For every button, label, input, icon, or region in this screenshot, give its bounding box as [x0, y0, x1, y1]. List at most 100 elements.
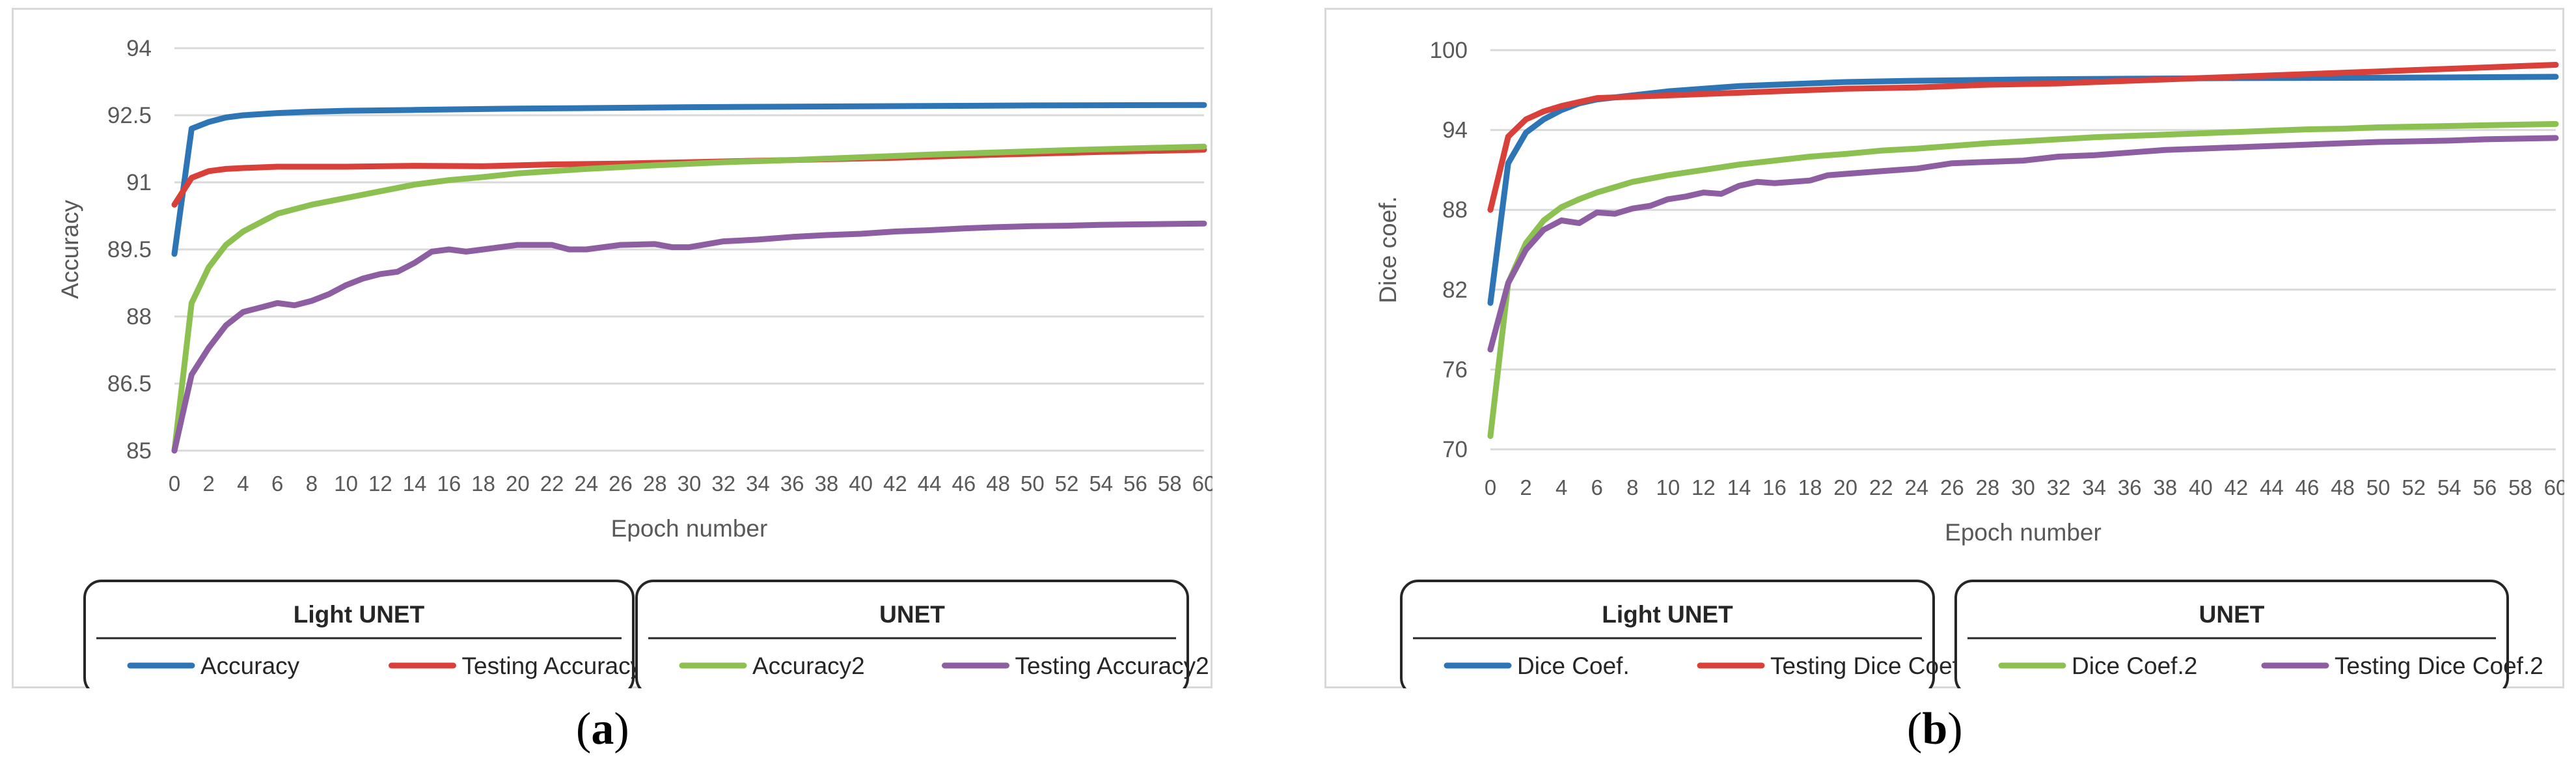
chart-b-xtick-label: 38: [2153, 475, 2177, 499]
chart-b-xtick-label: 14: [1727, 475, 1751, 499]
chart-a-legend-box-2: [635, 580, 1189, 688]
chart-b-xtick-label: 52: [2402, 475, 2426, 499]
chart-b-xtick-label: 8: [1626, 475, 1638, 499]
chart-b-xtick-label: 0: [1485, 475, 1496, 499]
chart-a-xtick-label: 28: [643, 471, 667, 496]
chart-a-xtick-label: 34: [746, 471, 770, 496]
chart-b-xtick-label: 6: [1591, 475, 1603, 499]
chart-b-legend-entry: Dice Coef.2: [2072, 653, 2197, 679]
chart-a-xtick-label: 20: [506, 471, 530, 496]
chart-b-xtick-label: 30: [2011, 475, 2035, 499]
chart-a-ytick-label: 92.5: [107, 103, 152, 128]
chart-b-xtick-label: 16: [1762, 475, 1787, 499]
chart-a-xtick-label: 48: [986, 471, 1010, 496]
chart-b-ytick-label: 82: [1442, 277, 1468, 303]
chart-b-xtick-label: 24: [1904, 475, 1928, 499]
chart-a-xtick-label: 10: [334, 471, 358, 496]
panel-a-label-letter: a: [591, 704, 614, 754]
chart-a-xtick-label: 38: [815, 471, 839, 496]
panel-b-label: (b): [1907, 703, 1963, 755]
chart-a-xtick-label: 26: [609, 471, 633, 496]
chart-a-xtick-label: 54: [1089, 471, 1113, 496]
chart-b-legend-box-2: [1954, 580, 2509, 688]
chart-a-xtick-label: 44: [918, 471, 942, 496]
chart-a-legend-title-1: Light UNET: [294, 601, 425, 628]
chart-b-xtick-label: 48: [2331, 475, 2355, 499]
chart-b-legend-title-1: Light UNET: [1602, 601, 1733, 628]
chart-b-ytick-label: 88: [1442, 197, 1468, 223]
chart-a-xtick-label: 30: [678, 471, 702, 496]
chart-b-xtick-label: 60: [2544, 475, 2564, 499]
panel-a-label-open: (: [576, 704, 592, 754]
chart-a-xtick-label: 52: [1055, 471, 1079, 496]
chart-b-xtick-label: 12: [1692, 475, 1716, 499]
chart-b-xlabel: Epoch number: [1945, 519, 2102, 546]
chart-a-legend-title-2: UNET: [879, 601, 945, 628]
chart-a-xtick-label: 18: [471, 471, 495, 496]
chart-a-series-line-2: [171, 147, 1207, 208]
chart-a-legend-entry: Accuracy: [200, 653, 300, 679]
chart-a-ytick-label: 94: [126, 36, 152, 61]
chart-a-ytick-label: 91: [126, 170, 152, 195]
chart-a-ylabel: Accuracy: [57, 199, 83, 299]
chart-b-xtick-label: 44: [2260, 475, 2284, 499]
chart-a-xtick-label: 58: [1158, 471, 1182, 496]
chart-a-xlabel: Epoch number: [611, 515, 768, 542]
chart-a-series-line-3: [171, 143, 1207, 454]
chart-a-xtick-label: 2: [203, 471, 215, 496]
chart-a-legend-box-1: [83, 580, 635, 688]
chart-a-ytick-label: 89.5: [107, 237, 152, 262]
chart-a-xtick-label: 14: [403, 471, 427, 496]
chart-a-xtick-label: 46: [952, 471, 976, 496]
chart-b-xtick-label: 46: [2295, 475, 2320, 499]
chart-a-legend-entry: Testing Accuracy: [462, 653, 643, 679]
chart-b-legend-box-1: [1400, 580, 1935, 688]
chart-a-xtick-label: 12: [368, 471, 392, 496]
chart-b-xtick-label: 36: [2118, 475, 2142, 499]
chart-b-ytick-label: 94: [1442, 118, 1468, 143]
chart-b-xtick-label: 40: [2189, 475, 2213, 499]
chart-b-xtick-label: 22: [1869, 475, 1893, 499]
chart-a-xtick-label: 4: [237, 471, 249, 496]
chart-a-legend-entry: Testing Accuracy2: [1015, 653, 1209, 679]
chart-b-xtick-label: 18: [1798, 475, 1822, 499]
chart-a-xtick-label: 32: [711, 471, 735, 496]
chart-b-xtick-label: 42: [2225, 475, 2249, 499]
chart-a-xtick-label: 0: [169, 471, 180, 496]
chart-b-xtick-label: 20: [1833, 475, 1857, 499]
panel-b-label-close: ): [1947, 704, 1963, 754]
panel-a-label: (a): [576, 703, 629, 755]
chart-a-ytick-label: 85: [126, 438, 152, 464]
chart-b-xtick-label: 28: [1976, 475, 2000, 499]
chart-b-xtick-label: 50: [2366, 475, 2391, 499]
chart-a-xtick-label: 24: [574, 471, 598, 496]
chart-a-ytick-label: 86.5: [107, 371, 152, 397]
chart-b-legend-entry: Dice Coef.: [1517, 653, 1630, 679]
chart-a-xtick-label: 36: [780, 471, 804, 496]
chart-b-series-line-2: [1487, 62, 2559, 213]
chart-a-legend-entry: Accuracy2: [752, 653, 865, 679]
chart-b-xtick-label: 10: [1656, 475, 1680, 499]
chart-b-series-line-3: [1487, 120, 2559, 440]
chart-b-ytick-label: 100: [1430, 38, 1468, 63]
chart-a-xtick-label: 8: [306, 471, 318, 496]
chart-a-xtick-label: 50: [1021, 471, 1045, 496]
chart-a-series-line-4: [171, 220, 1207, 454]
chart-b-xtick-label: 2: [1520, 475, 1531, 499]
panel-b-label-letter: b: [1922, 704, 1948, 754]
chart-b-xtick-label: 58: [2508, 475, 2532, 499]
chart-b-xtick-label: 56: [2473, 475, 2497, 499]
panel-b-label-open: (: [1907, 704, 1923, 754]
chart-a-xtick-label: 22: [540, 471, 564, 496]
chart-a-ytick-label: 88: [126, 304, 152, 330]
chart-b-xtick-label: 34: [2082, 475, 2106, 499]
chart-b-xtick-label: 4: [1555, 475, 1567, 499]
chart-b-series-line-1: [1487, 74, 2559, 306]
chart-a-series-line-1: [171, 102, 1207, 257]
chart-a-xtick-label: 40: [849, 471, 873, 496]
chart-b-legend-entry: Testing Dice Coef.: [1770, 653, 1966, 679]
chart-b-legend-title-2: UNET: [2199, 601, 2265, 628]
panel-b-frame: [1324, 8, 2564, 688]
